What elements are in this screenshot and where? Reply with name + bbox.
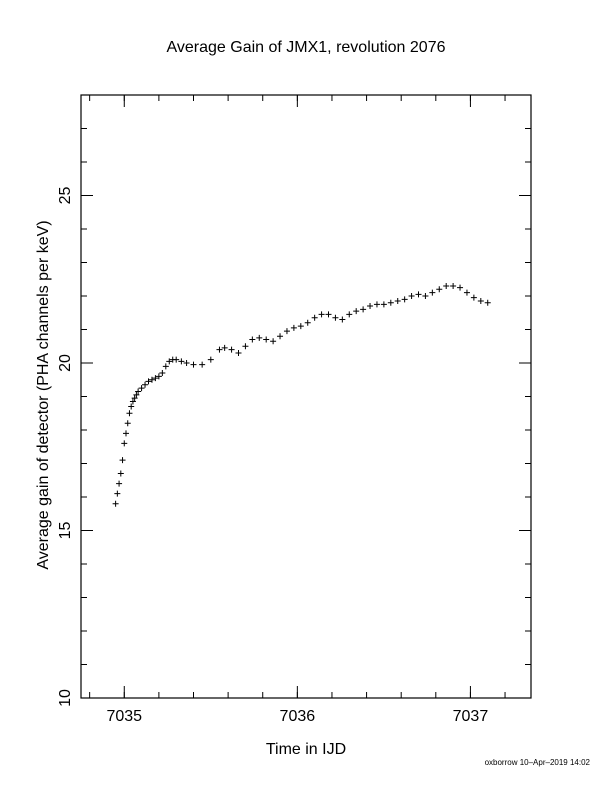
data-point (277, 333, 284, 340)
data-point (199, 361, 206, 368)
data-point (159, 370, 166, 377)
data-point (155, 373, 162, 380)
data-point (235, 349, 242, 356)
data-point (221, 344, 228, 351)
data-point (112, 500, 119, 507)
data-point (387, 299, 394, 306)
data-point (135, 388, 142, 395)
data-point (415, 291, 422, 298)
data-point (318, 311, 325, 318)
x-tick-label: 7036 (280, 708, 316, 725)
data-series (112, 282, 491, 507)
data-point (263, 336, 270, 343)
data-point (394, 298, 401, 305)
data-point (129, 398, 136, 405)
data-point (119, 457, 126, 464)
data-point (470, 294, 477, 301)
data-point (353, 308, 360, 315)
x-tick-label: 7037 (453, 708, 489, 725)
data-point (142, 381, 149, 388)
data-point (429, 289, 436, 296)
y-tick-label: 15 (57, 522, 74, 540)
data-point (477, 298, 484, 305)
data-point (116, 480, 123, 487)
data-point (256, 334, 263, 341)
data-point (173, 356, 180, 363)
data-point (152, 375, 159, 382)
data-point (360, 306, 367, 313)
x-tick-label: 7035 (106, 708, 142, 725)
data-point (457, 284, 464, 291)
data-point (380, 301, 387, 308)
data-point (183, 360, 190, 366)
data-point (422, 293, 429, 299)
data-point (117, 470, 124, 477)
data-point (373, 301, 380, 308)
data-point (145, 378, 152, 385)
data-point (207, 356, 214, 363)
data-point (297, 323, 304, 330)
data-point (450, 282, 457, 289)
data-point (463, 289, 470, 296)
data-point (166, 358, 173, 365)
data-point (131, 395, 138, 402)
plot-frame (80, 94, 532, 699)
y-axis-label: Average gain of detector (PHA channels p… (35, 220, 52, 569)
footer-credit: oxborrow 10–Apr–2019 14:02 (484, 758, 590, 767)
data-point (311, 314, 318, 321)
data-point (178, 358, 185, 365)
data-point (332, 314, 339, 321)
data-point (162, 363, 169, 370)
data-point (124, 420, 131, 427)
data-point (367, 303, 374, 310)
data-point (148, 376, 155, 383)
data-point (325, 311, 332, 318)
data-point (123, 430, 129, 437)
y-tick-label: 10 (57, 689, 74, 707)
data-point (408, 293, 415, 299)
data-point (228, 346, 235, 353)
data-point (436, 286, 443, 293)
data-point (114, 490, 121, 497)
data-point (249, 336, 256, 343)
x-axis-label: Time in IJD (266, 741, 346, 758)
data-point (190, 361, 197, 368)
data-point (283, 328, 290, 335)
data-point (242, 343, 249, 350)
data-point (121, 440, 128, 447)
data-point (484, 299, 491, 306)
data-point (216, 346, 223, 353)
data-point (126, 410, 133, 417)
chart-title: Average Gain of JMX1, revolution 2076 (167, 39, 446, 56)
data-point (346, 311, 353, 318)
data-point (138, 385, 145, 392)
y-tick-label: 25 (57, 187, 74, 205)
data-point (133, 391, 140, 398)
data-point (290, 324, 297, 331)
data-point (270, 338, 277, 345)
data-point (304, 319, 311, 326)
data-point (339, 316, 346, 323)
data-point (401, 296, 408, 303)
y-tick-label: 20 (57, 354, 74, 372)
data-point (128, 403, 135, 410)
axes: 7035 7036 7037 10 15 20 25 (57, 95, 531, 725)
data-point (443, 282, 450, 289)
